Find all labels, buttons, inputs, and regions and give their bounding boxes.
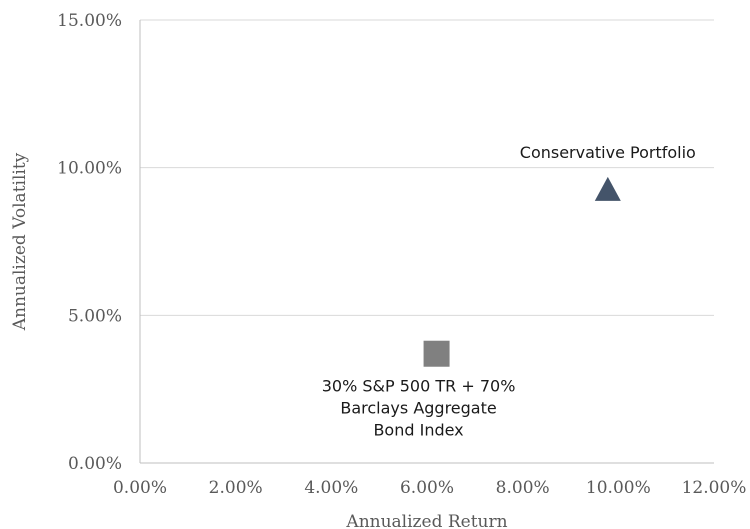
x-tick-label: 10.00% bbox=[586, 478, 651, 498]
x-tick-label: 12.00% bbox=[682, 478, 747, 498]
x-tick-label: 6.00% bbox=[400, 478, 454, 498]
point-label-line: 30% S&P 500 TR + 70% bbox=[322, 377, 516, 396]
y-axis-title: Annualized Volatility bbox=[10, 152, 30, 331]
point-label-line: Conservative Portfolio bbox=[520, 143, 696, 162]
axes bbox=[139, 20, 714, 464]
point-square-marker bbox=[423, 340, 450, 367]
data-points: Conservative Portfolio 30% S&P 500 TR + 7… bbox=[322, 143, 696, 440]
x-tick-label: 2.00% bbox=[209, 478, 263, 498]
x-axis-title: Annualized Return bbox=[345, 512, 507, 529]
point-triangle-marker bbox=[594, 176, 621, 201]
point-label-line: Barclays Aggregate bbox=[340, 399, 496, 418]
y-tick-labels: 0.00% 5.00% 10.00% 15.00% bbox=[57, 11, 122, 474]
y-tick-label: 5.00% bbox=[68, 306, 122, 326]
y-tick-label: 15.00% bbox=[57, 11, 122, 31]
y-tick-label: 0.00% bbox=[68, 454, 122, 474]
x-tick-labels: 0.00% 2.00% 4.00% 6.00% 8.00% 10.00% 12.00% bbox=[113, 478, 746, 498]
x-tick-label: 8.00% bbox=[496, 478, 550, 498]
x-tick-label: 0.00% bbox=[113, 478, 167, 498]
x-tick-label: 4.00% bbox=[304, 478, 358, 498]
y-tick-label: 10.00% bbox=[57, 159, 122, 179]
gridlines bbox=[140, 19, 714, 316]
point-label-line: Bond Index bbox=[373, 421, 463, 440]
